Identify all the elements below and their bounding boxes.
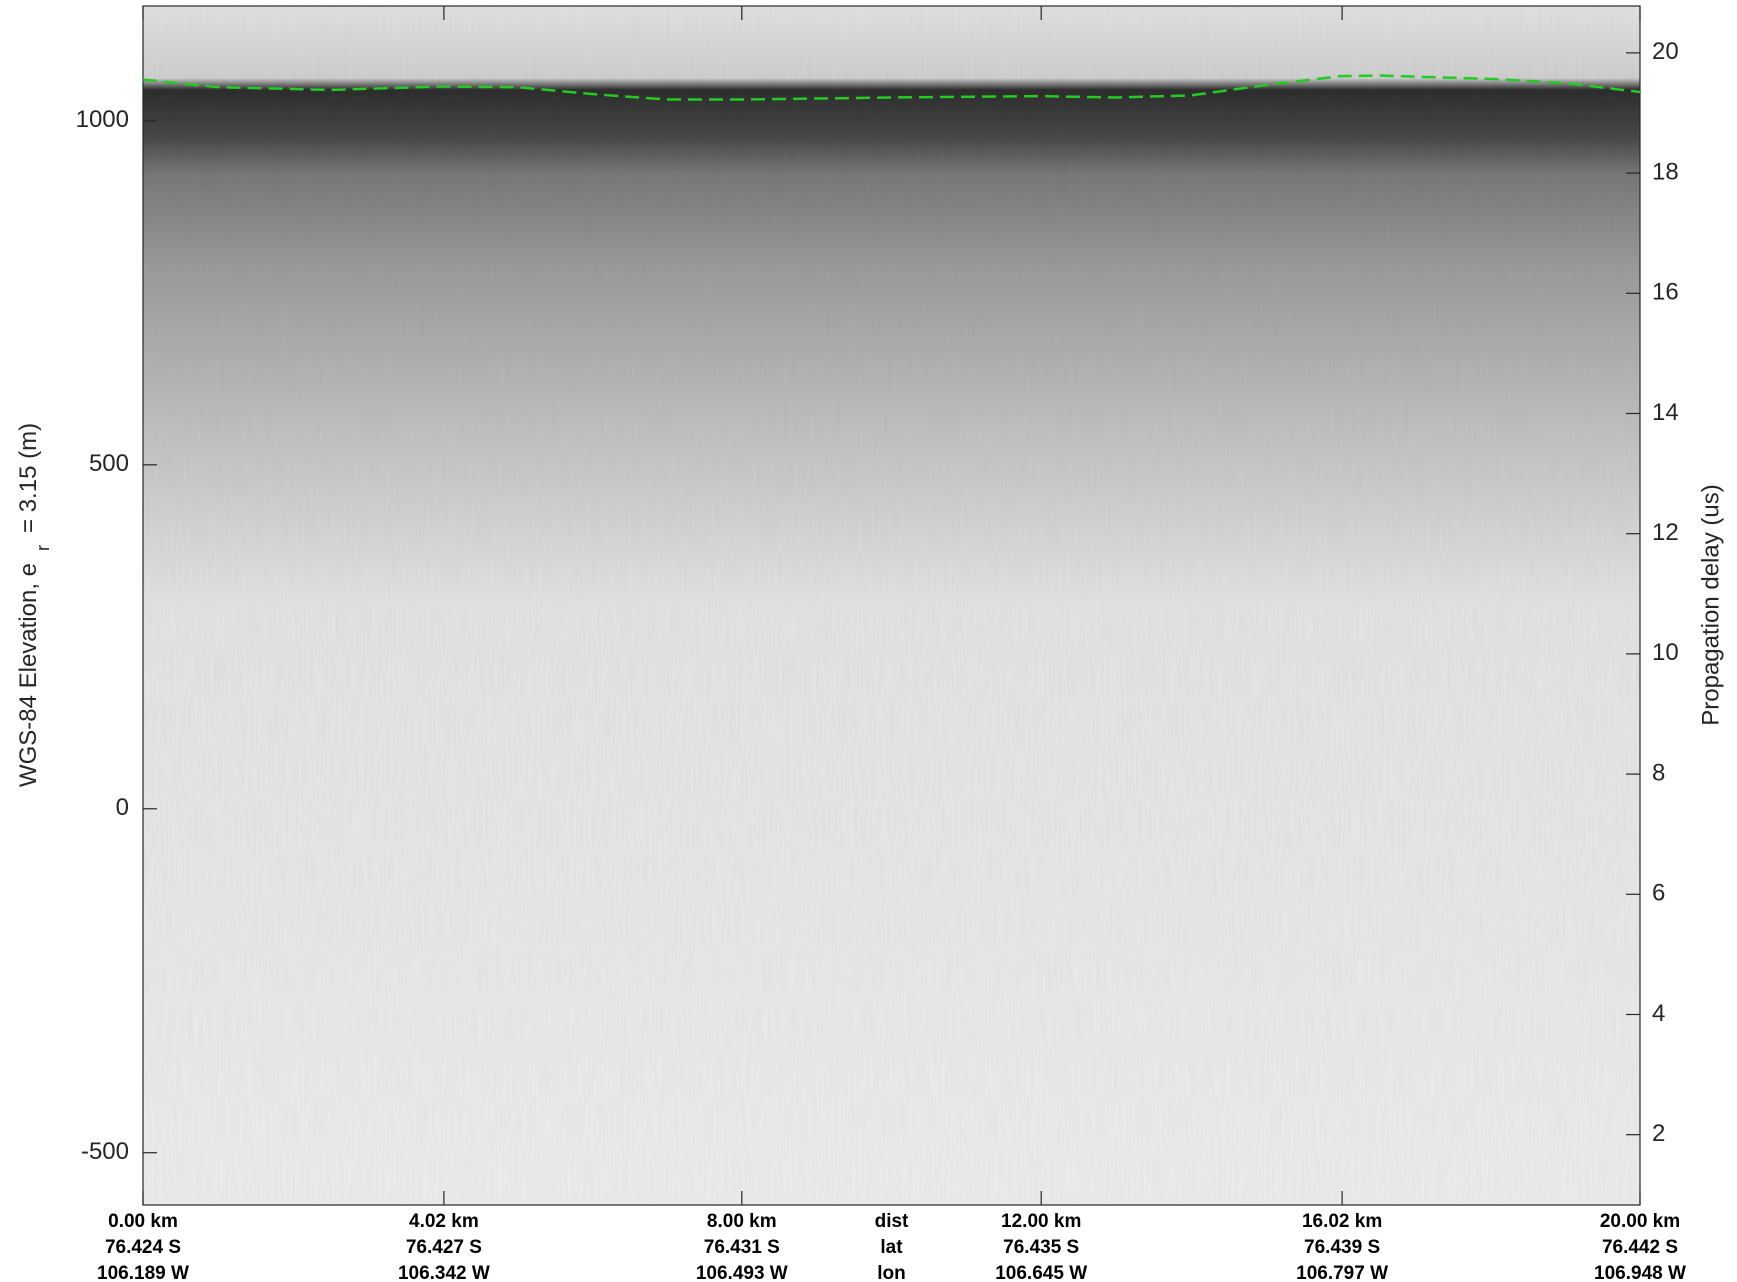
y-tick-label: 0 xyxy=(116,794,129,821)
y2-tick-label: 16 xyxy=(1652,279,1679,306)
lat-label: 76.431 S xyxy=(704,1237,780,1258)
lat-label: 76.427 S xyxy=(406,1237,482,1258)
y-axis-label-part: r xyxy=(33,545,53,551)
x-tick-label: 16.02 km xyxy=(1302,1211,1382,1232)
lat-label: 76.439 S xyxy=(1304,1237,1380,1258)
y2-tick-label: 4 xyxy=(1652,1000,1665,1027)
row-label: dist xyxy=(875,1211,909,1232)
x-tick-label: 8.00 km xyxy=(707,1211,777,1232)
y2-tick-label: 14 xyxy=(1652,399,1679,426)
surface-line xyxy=(142,74,1641,101)
lon-label: 106.797 W xyxy=(1296,1263,1388,1282)
lon-label: 106.948 W xyxy=(1594,1263,1686,1282)
lat-label: 76.424 S xyxy=(105,1237,181,1258)
radargram xyxy=(143,6,1640,1205)
y2-tick-label: 12 xyxy=(1652,519,1679,546)
y-axis-label-text: WGS-84 Elevation, e r = 3.15 (m) xyxy=(15,423,52,787)
y2-tick-label: 10 xyxy=(1652,639,1679,666)
y-tick-label: -500 xyxy=(81,1138,129,1165)
y-axis-label: WGS-84 Elevation, e r = 3.15 (m) xyxy=(15,423,52,787)
y2-tick-label: 20 xyxy=(1652,38,1679,65)
y-tick-label: 1000 xyxy=(76,106,129,133)
y-tick-label: 500 xyxy=(89,450,129,477)
lon-label: 106.645 W xyxy=(995,1263,1087,1282)
lon-label: 106.493 W xyxy=(696,1263,788,1282)
y2-axis-label: Propagation delay (us) xyxy=(1697,484,1724,725)
y2-tick-label: 8 xyxy=(1652,759,1665,786)
lon-label: 106.342 W xyxy=(398,1263,490,1282)
row-label: lon xyxy=(877,1263,906,1282)
x-tick-label: 0.00 km xyxy=(108,1211,178,1232)
x-tick-label: 4.02 km xyxy=(409,1211,479,1232)
lat-label: 76.435 S xyxy=(1003,1237,1079,1258)
plot-frame xyxy=(142,5,1641,1206)
x-tick-label: 20.00 km xyxy=(1600,1211,1680,1232)
lat-label: 76.442 S xyxy=(1602,1237,1678,1258)
y2-tick-label: 2 xyxy=(1652,1120,1665,1147)
row-label: lat xyxy=(880,1237,903,1258)
lon-label: 106.189 W xyxy=(97,1263,189,1282)
y-axis-label-part: = 3.15 (m) xyxy=(15,423,42,533)
y2-tick-label: 18 xyxy=(1652,158,1679,185)
y-axis-label-part: WGS-84 Elevation, e xyxy=(15,563,42,787)
x-tick-label: 12.00 km xyxy=(1001,1211,1081,1232)
y2-tick-label: 6 xyxy=(1652,880,1665,907)
